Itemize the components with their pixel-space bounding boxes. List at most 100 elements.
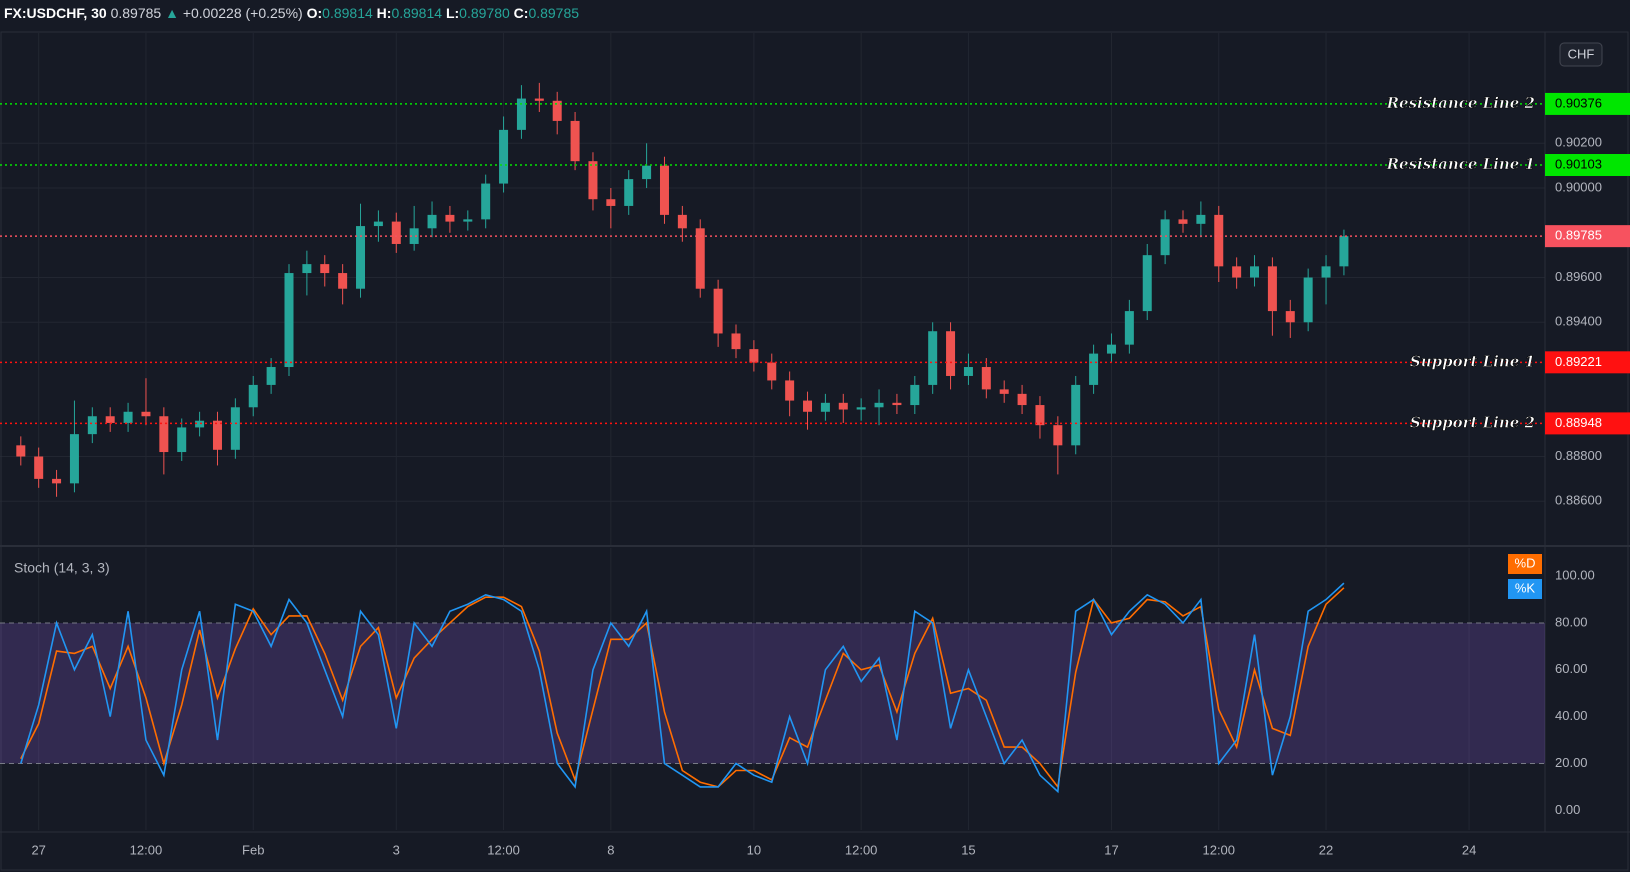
y-tick-label: 0.90200 [1555,135,1602,150]
candle-body [588,161,598,200]
frame [0,31,1629,871]
candle-body [499,129,509,184]
legend-swatch [1508,579,1542,599]
price-label-box [1545,412,1630,435]
change: +0.00228 (+0.25%) [182,5,303,21]
y-tick-label: 0.00 [1555,802,1580,817]
candle-body [1106,344,1116,354]
indicator-line [20,582,1345,794]
candle-body [1089,353,1099,385]
y-tick-label: 80.00 [1555,614,1588,629]
legend-label: %D [1515,555,1536,570]
candle-body [409,228,419,244]
candle-body [356,226,366,289]
candle-body [856,407,866,410]
candle-body [427,214,437,229]
x-tick-label: 15 [961,842,975,857]
candle-body [69,434,79,484]
candle-body [1303,277,1313,323]
price-label: 0.89221 [1555,354,1602,369]
c: 0.89785 [528,5,580,21]
candle-body [1053,425,1063,446]
y-tick-label: 60.00 [1555,661,1588,676]
last: 0.89785 [110,5,162,21]
candle-body [838,402,848,410]
candle-body [606,199,616,206]
candle-body [230,407,240,450]
y-tick-label: 20.00 [1555,755,1588,770]
x-tick-label: 8 [607,842,614,857]
candle-body [910,384,920,406]
price-label: 0.89785 [1555,228,1602,243]
indicator-band [0,622,1545,764]
price-label-box [1545,351,1630,374]
o-label: O: [306,5,323,21]
candle-body [642,165,652,180]
line-label: Resistance Line 1 [1386,155,1535,173]
candle-body [1339,236,1349,267]
candle-body [320,264,330,274]
line-label: Support Line 2 [1410,413,1535,431]
candle-body [1142,255,1152,312]
candle-body [1071,384,1081,446]
candle-body [1017,393,1027,406]
x-tick-label: 12:00 [1202,842,1235,857]
l-label: L: [445,5,460,21]
line-label: Resistance Line 2 [1386,94,1535,112]
candle-body [177,427,187,453]
candle-body [391,221,401,244]
candle-body [1160,219,1170,256]
x-tick-label: 3 [393,842,400,857]
c-label: C: [513,5,529,21]
arrow: ▲ [165,5,179,21]
candle-body [731,333,741,350]
currency-label: CHF [1568,46,1595,61]
y-tick-label: 0.88800 [1555,448,1602,463]
candle-body [928,331,938,385]
y-tick-label: 0.90000 [1555,179,1602,194]
candle-body [946,331,956,376]
candle-body [624,179,634,206]
legend-swatch [1508,554,1542,574]
candle-body [105,416,115,423]
candle-body [1285,311,1295,323]
x-tick-label: 12:00 [845,842,878,857]
o: 0.89814 [322,5,373,21]
candle-body [34,456,44,479]
candle-body [159,416,169,453]
candle-body [552,100,562,121]
symbol: FX:USDCHF, 30 [4,5,107,21]
candle-body [749,349,759,363]
candle-body [1267,266,1277,312]
candle-body [123,411,133,423]
h-label: H: [376,5,392,21]
price-label-box [1545,153,1630,176]
header: FX:USDCHF, 30 0.89785 ▲ +0.00228 (+0.25%… [4,5,579,21]
price-label: 0.88948 [1555,415,1602,430]
candle-body [695,228,705,289]
l: 0.89780 [459,5,510,21]
price-label-box [1545,225,1630,248]
candle-body [463,219,473,222]
candle-body [1124,311,1134,345]
candle-body [820,402,830,412]
candle-body [1178,219,1188,224]
x-tick-label: 12:00 [130,842,163,857]
legend-label: %K [1515,580,1536,595]
candle-body [659,165,669,215]
price-label: 0.90103 [1555,156,1602,171]
candle-body [266,367,276,385]
currency-button[interactable] [1559,42,1603,67]
candle-body [516,98,526,130]
candle-body [1196,214,1206,224]
candle-body [767,362,777,381]
x-tick-label: 24 [1462,842,1476,857]
candle-body [803,400,813,412]
price-label: 0.90376 [1555,95,1602,110]
candle-body [785,380,795,401]
candle-body [999,389,1009,394]
candle-body [445,214,455,222]
x-tick-label: Feb [242,842,264,857]
